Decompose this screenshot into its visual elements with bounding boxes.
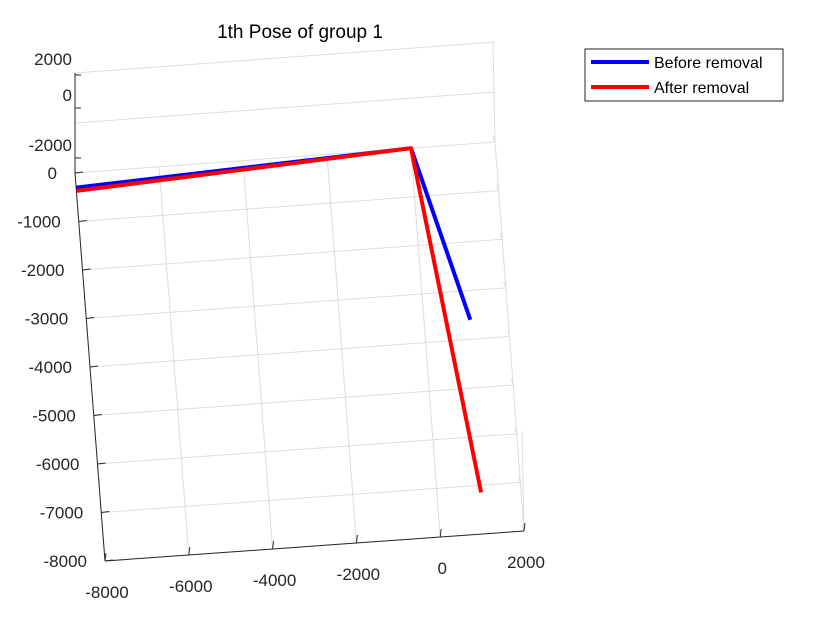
legend-entry-label: After removal — [654, 80, 749, 97]
y-gridline — [93, 384, 514, 416]
z-gridline — [521, 430, 525, 532]
axes — [74, 73, 525, 562]
z-tick-label: 2000 — [34, 50, 72, 69]
x-tick-mark — [104, 552, 107, 562]
series-line-after-removal — [76, 146, 484, 493]
y-tick-mark — [74, 171, 84, 174]
z-tick-label: 0 — [63, 86, 72, 105]
series-group — [75, 146, 484, 493]
x-axis-line — [104, 530, 525, 562]
y-gridline — [86, 287, 506, 319]
x-tick-label: -8000 — [85, 583, 128, 602]
x-tick-label: 2000 — [507, 553, 545, 572]
legend[interactable]: Before removal After removal — [584, 48, 784, 102]
y-gridline — [82, 238, 503, 271]
y-tick-label: -7000 — [40, 504, 83, 523]
y-tick-label: -1000 — [17, 213, 60, 232]
y-tick-label: 0 — [48, 164, 57, 183]
grid-lines — [74, 41, 525, 562]
z-gridline — [74, 41, 496, 74]
y-tick-label: -3000 — [25, 310, 68, 329]
z-axis-ticks: 2000 0 -2000 — [29, 50, 81, 159]
y-tick-mark — [97, 462, 106, 465]
legend-box — [584, 48, 784, 102]
x-tick-mark — [439, 528, 442, 538]
x-tick-label: -2000 — [337, 565, 380, 584]
y-tick-label: -6000 — [36, 455, 79, 474]
y-wall-gridline — [499, 233, 503, 240]
x-tick-mark — [355, 534, 358, 544]
x-tick-mark — [272, 540, 275, 550]
x-tick-label: -4000 — [253, 571, 296, 590]
y-gridline — [97, 433, 517, 465]
y-tick-label: -4000 — [29, 358, 72, 377]
y-gridline — [89, 336, 510, 368]
y-tick-mark — [89, 365, 99, 368]
y-tick-mark — [101, 511, 110, 513]
y-wall-gridline — [517, 476, 521, 483]
y-wall-gridline — [496, 184, 500, 191]
x-tick-label: 0 — [437, 559, 446, 578]
y-wall-gridline — [507, 330, 510, 337]
x-axis-ticks: -8000 -6000 -4000 -2000 0 2000 — [85, 522, 545, 602]
y-tick-label: -8000 — [44, 552, 87, 571]
y-tick-label: -5000 — [32, 407, 75, 426]
y-wall-gridline — [510, 378, 514, 386]
x-tick-mark — [188, 546, 191, 556]
z-gridline — [74, 91, 496, 124]
y-tick-mark — [86, 317, 95, 319]
y-tick-label: -2000 — [21, 261, 64, 280]
y-wall-gridline — [492, 135, 496, 143]
y-gridline — [101, 481, 521, 513]
chart-title: 1th Pose of group 1 — [217, 22, 383, 43]
series-line-before-removal — [75, 146, 473, 321]
y-tick-mark — [93, 414, 102, 416]
x-tick-mark — [523, 522, 526, 532]
legend-entry-label: Before removal — [654, 55, 763, 72]
y-tick-mark — [104, 559, 114, 562]
y-wall-gridline — [514, 427, 518, 434]
y-gridline — [74, 141, 496, 174]
x-tick-label: -6000 — [169, 577, 212, 596]
y-tick-mark — [82, 268, 91, 271]
y-axis-ticks: 0 -1000 -2000 -3000 -4000 -5000 -6000 -7000 -800… — [17, 164, 114, 571]
z-tick-label: -2000 — [29, 136, 72, 155]
y-wall-gridline — [503, 281, 507, 289]
y-tick-mark — [78, 220, 87, 222]
z-gridline — [492, 41, 496, 143]
